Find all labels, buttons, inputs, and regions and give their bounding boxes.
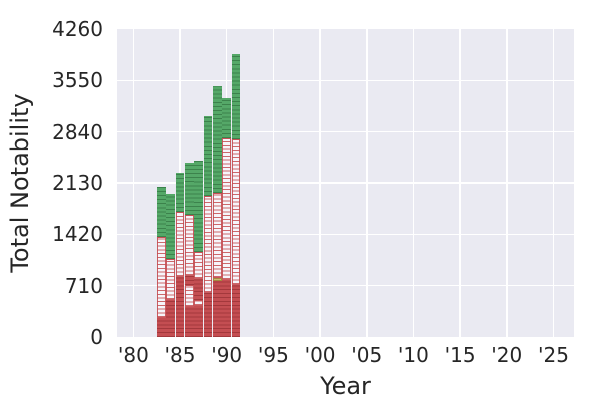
gridline-h	[117, 182, 574, 184]
gridline-h	[117, 130, 574, 133]
y-tick-label: 1420	[52, 222, 103, 247]
bar-segment-white	[194, 251, 203, 280]
y-tick-label: 4260	[52, 17, 103, 41]
bar-segment-white	[231, 139, 241, 285]
bar-1985	[175, 29, 185, 337]
gridline-h	[117, 284, 574, 287]
bar-segment-red	[175, 277, 185, 337]
y-tick-label: 3550	[52, 68, 103, 93]
bar-segment-red	[157, 318, 166, 337]
gridline-v	[365, 29, 368, 337]
bar-segment-green	[185, 163, 194, 215]
bar-segment-green	[175, 172, 185, 212]
bar-segment-green	[157, 187, 166, 237]
x-tick-label: '85	[164, 343, 196, 367]
x-tick-label: '05	[351, 343, 383, 367]
gridline-v	[412, 29, 415, 337]
bar-segment-red	[222, 279, 231, 337]
x-tick-label: '10	[397, 343, 429, 367]
bar-segment-white	[157, 236, 166, 319]
bar-1990	[222, 29, 231, 337]
y-tick-label: 710	[64, 273, 103, 298]
bar-segment-green	[166, 193, 175, 260]
bar-segment-white	[194, 300, 203, 306]
bar-segment-white	[166, 259, 175, 301]
bar-segment-white	[185, 284, 194, 307]
bar-segment-red	[231, 284, 241, 337]
bar-1983	[157, 29, 166, 337]
bar-segment-white	[203, 196, 213, 294]
bar-segment-white	[175, 211, 185, 278]
bar-segment-red	[166, 300, 175, 337]
bar-segment-green	[194, 160, 203, 252]
x-tick-label: '15	[444, 343, 476, 367]
gridline-v	[319, 29, 321, 337]
bar-segment-yellow	[213, 278, 222, 281]
y-tick-label: 2130	[52, 171, 103, 195]
bar-1988	[203, 29, 213, 337]
x-tick-label: '00	[304, 343, 336, 367]
x-tick-label: '20	[491, 343, 523, 367]
bar-segment-white	[222, 138, 231, 280]
bar-segment-red	[185, 275, 194, 285]
bar-segment-white	[213, 193, 222, 279]
x-axis-label: Year	[320, 372, 371, 400]
bar-segment-red	[194, 305, 203, 337]
bar-segment-red	[213, 280, 222, 337]
gridline-v	[459, 29, 461, 337]
plot-area	[117, 29, 574, 337]
bar-1987	[194, 29, 203, 337]
bar-segment-white	[185, 214, 194, 276]
bar-1989	[213, 29, 222, 337]
x-tick-label: '25	[537, 343, 569, 367]
bar-segment-green	[203, 115, 213, 197]
x-tick-label: '95	[257, 343, 289, 367]
bar-segment-red	[203, 293, 213, 337]
bar-1986	[185, 29, 194, 337]
y-tick-label: 2840	[52, 119, 103, 144]
bar-segment-red	[185, 306, 194, 337]
gridline-v	[552, 29, 555, 337]
gridline-h	[117, 233, 574, 236]
bar-segment-green	[213, 86, 222, 194]
bar-1991	[231, 29, 241, 337]
bar-segment-red	[194, 279, 203, 301]
gridline-v	[132, 29, 135, 337]
bar-segment-green	[231, 54, 241, 140]
gridline-v	[272, 29, 275, 337]
x-tick-label: '90	[211, 343, 243, 367]
bar-1984	[166, 29, 175, 337]
x-tick-label: '80	[117, 343, 149, 367]
gridline-h	[117, 79, 574, 82]
gridline-v	[505, 29, 508, 337]
y-tick-label: 0	[90, 325, 103, 349]
bar-segment-green	[222, 98, 231, 139]
